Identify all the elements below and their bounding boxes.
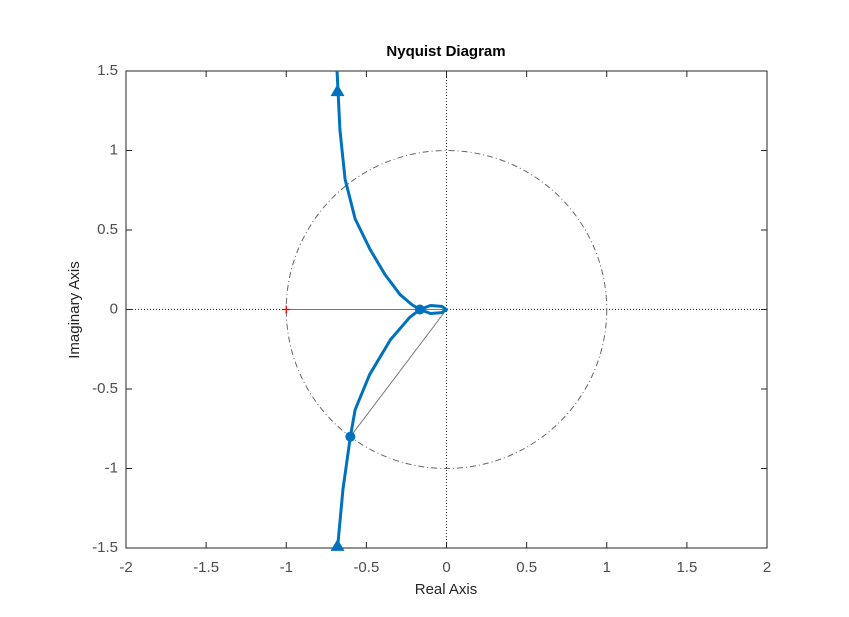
x-tick-label: 2	[763, 559, 771, 576]
nyquist-curve	[335, 70, 448, 549]
unit-circle	[285, 150, 608, 469]
x-axis-label: Real Axis	[415, 581, 478, 598]
x-tick-label: 1	[603, 559, 611, 576]
y-tick-label: 1	[110, 141, 118, 158]
y-tick-label: -0.5	[92, 380, 118, 397]
x-tick-label: 1.5	[676, 559, 697, 576]
y-tick-label: -1	[105, 459, 118, 476]
chart-title: Nyquist Diagram	[386, 43, 505, 60]
critical-point	[282, 305, 291, 314]
y-tick-label: -1.5	[92, 539, 118, 556]
y-axis-label: Imaginary Axis	[66, 261, 83, 359]
y-tick-label: 0.5	[97, 221, 118, 238]
marker-point	[414, 304, 425, 315]
x-tick-label: 0	[442, 559, 450, 576]
x-tick-label: 0.5	[516, 559, 537, 576]
direction-arrow	[330, 84, 345, 97]
x-tick-label: -0.5	[353, 559, 379, 576]
x-tick-label: -1.5	[193, 559, 219, 576]
direction-arrow	[330, 538, 345, 551]
y-tick-label: 0	[110, 300, 118, 317]
y-tick-label: 1.5	[97, 62, 118, 79]
x-tick-label: -2	[119, 559, 132, 576]
reference-line	[349, 309, 447, 438]
marker-point	[345, 431, 356, 442]
x-tick-label: -1	[280, 559, 293, 576]
